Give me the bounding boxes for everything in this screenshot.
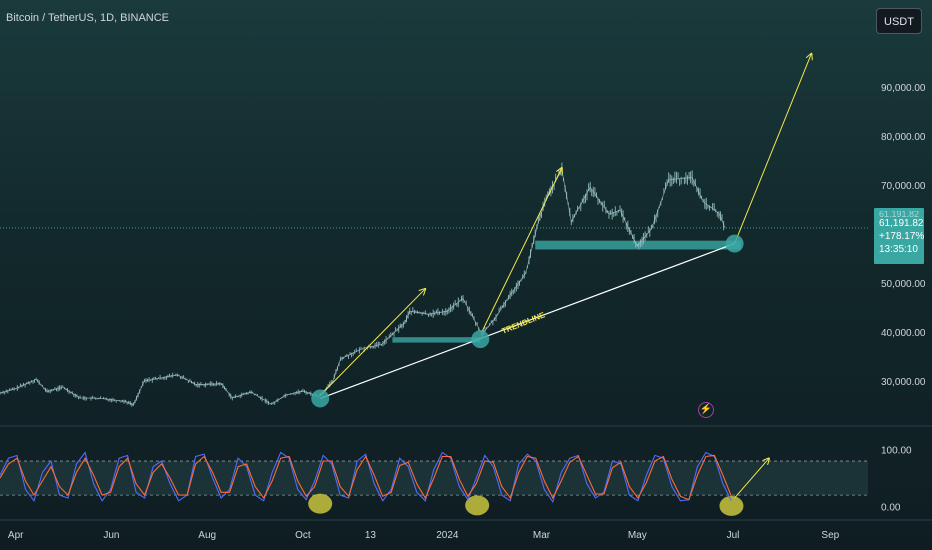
currency-button[interactable]: USDT [876,8,922,34]
time-axis-label: Aug [198,530,216,541]
price-axis-label: 80,000.00 [881,132,926,143]
trendline-label: TRENDLINE [500,310,546,336]
stoch-axis-label: 0.00 [881,502,901,513]
stoch-d-line [0,454,732,501]
price-series [0,162,725,407]
price-line [0,168,726,406]
alert-flash-icon[interactable]: ⚡ [698,402,714,418]
time-axis-label: 13 [365,530,377,541]
chart-title: Bitcoin / TetherUS, 1D, BINANCE [6,12,170,24]
time-axis-label: 2024 [436,530,459,541]
oversold-highlight [465,495,490,516]
time-axis-label: Sep [821,530,839,541]
price-axis-label: 40,000.00 [881,328,926,339]
touch-point-circle [725,234,744,253]
trendline [319,243,735,400]
stoch-axis-label: 100.00 [881,446,912,457]
oversold-highlight [308,493,333,514]
time-axis-label: Oct [295,530,311,541]
stoch-projection-arrow [734,458,770,499]
time-axis-label: Mar [533,530,551,541]
price-axis-label: 70,000.00 [881,181,926,192]
projection-arrow [319,289,425,396]
oversold-highlight [719,495,744,516]
bar-countdown: 13:35:10 [879,244,918,255]
touch-point-circle [471,330,490,349]
price-axis-label: 50,000.00 [881,279,926,290]
touch-point-circle [311,389,330,408]
price-change: +178.17% [879,231,925,242]
price-axis-label: 30,000.00 [881,377,926,388]
last-price-tag: 61,191.82 61,191.82 +178.17% 13:35:10 [874,208,924,264]
time-axis-label: May [628,530,647,541]
price-tag-overlap: 61,191.82 [879,211,920,217]
time-axis-label: Apr [8,530,24,541]
price-axis-label: 90,000.00 [881,83,926,94]
support-zone-mid [392,337,481,343]
projection-arrow [734,53,812,244]
projection-arrow [481,168,562,333]
time-axis-label: Jul [727,530,740,541]
stoch-k-line [0,451,732,504]
last-price: 61,191.82 [879,218,924,229]
time-axis-label: Jun [103,530,119,541]
